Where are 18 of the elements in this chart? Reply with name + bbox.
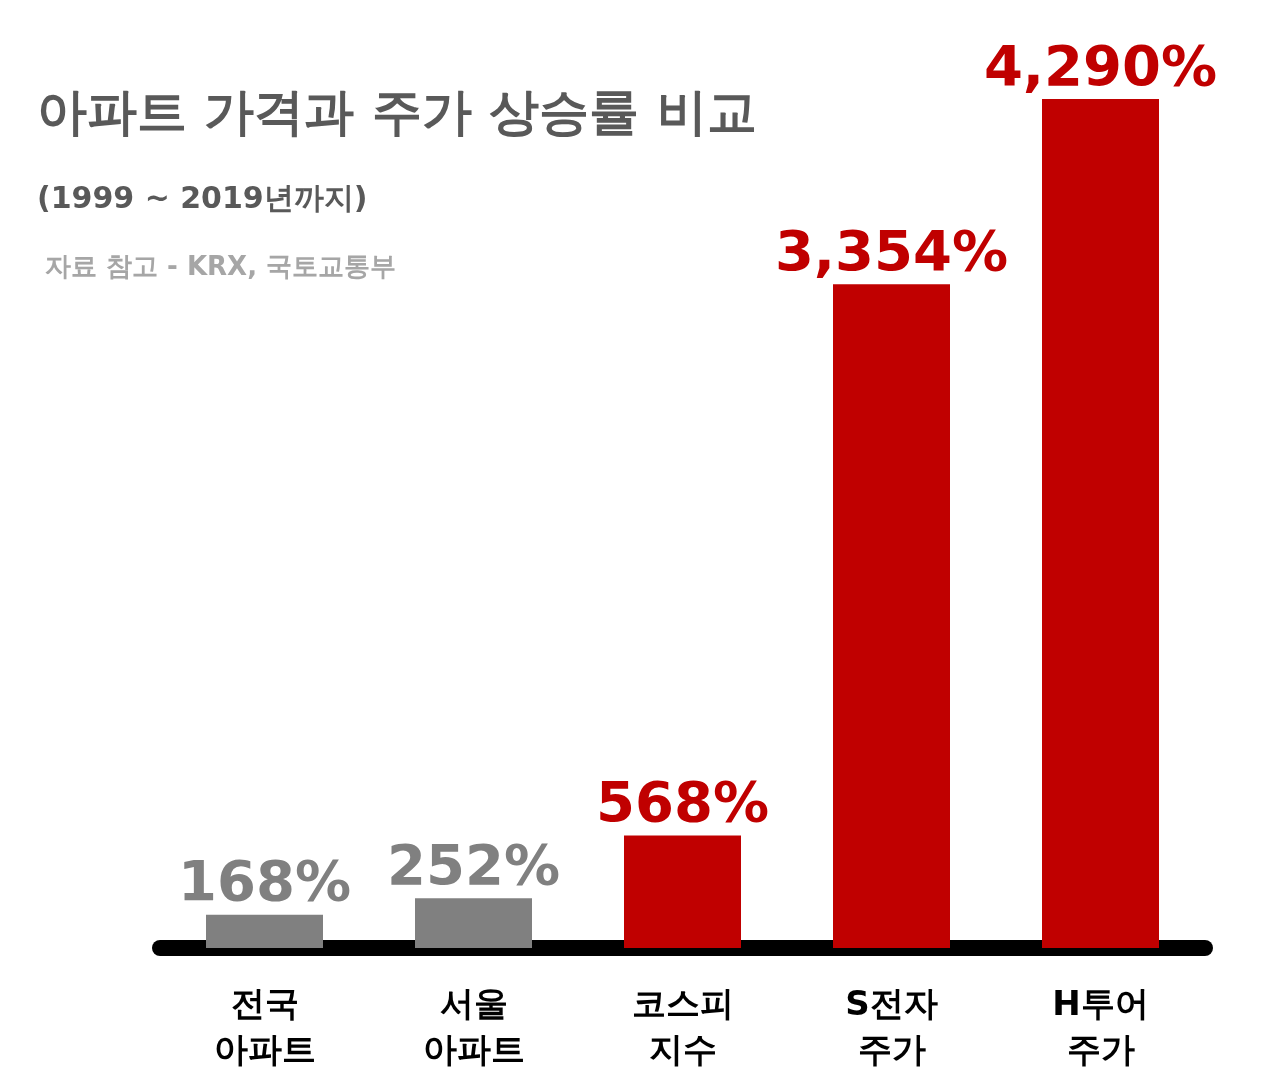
bar [624,835,741,948]
x-tick-label: S전자 주가 [845,983,938,1069]
x-tick-label: 코스피 지수 [631,983,734,1069]
data-label: 3,354% [774,217,1009,283]
annotation: 자료 참고 - KRX, 국토교통부 [45,251,397,281]
text: (1999 ~ 2019년까지) [37,179,368,215]
data-label: 4,290% [983,32,1218,98]
bar [1042,99,1159,948]
data-label: 568% [595,769,770,835]
x-tick-label: 서울 아파트 [422,983,525,1069]
data-label: 168% [177,848,352,914]
bar [206,914,323,948]
x-tick-label: 전국 아파트 [213,983,316,1069]
data-label: 252% [386,831,561,897]
bar [415,898,532,948]
x-tick-label: H투어 주가 [1052,983,1149,1069]
chart-title: 아파트 가격과 주가 상승률 비교 [37,83,757,141]
bar [833,284,950,948]
